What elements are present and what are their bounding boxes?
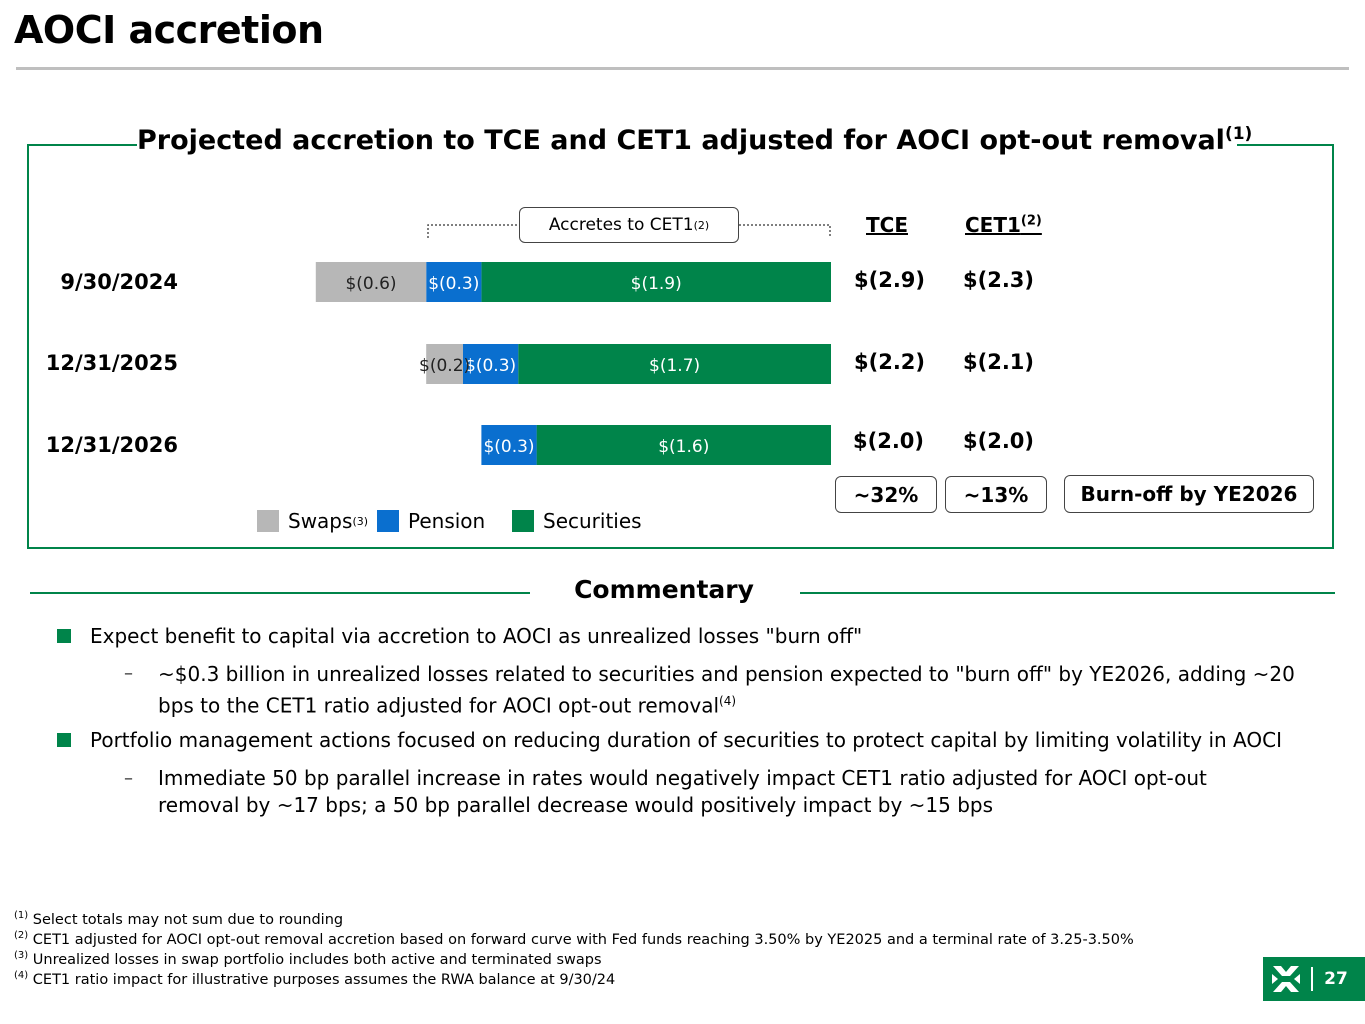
commentary-sub-bullet-1: ~$0.3 billion in unrealized losses relat… (158, 662, 1295, 718)
bullet-square-icon (57, 733, 71, 747)
page-title: AOCI accretion (14, 8, 324, 52)
page-badge (1263, 957, 1365, 1001)
tce-header: TCE (866, 213, 908, 237)
category-label: 12/31/2026 (45, 433, 178, 457)
footnote: (2) CET1 adjusted for AOCI opt-out remov… (14, 930, 1134, 948)
commentary-bullet-1: Expect benefit to capital via accretion … (90, 624, 863, 648)
category-label: 9/30/2024 (60, 270, 178, 294)
title-divider (16, 67, 1349, 70)
legend-securities: Securities (512, 509, 642, 533)
badge-divider (1311, 967, 1313, 991)
tce-total: $(2.0) (853, 429, 925, 453)
bar-segment-securities (481, 262, 831, 302)
tce-change-pill: ~32% (835, 476, 937, 513)
bar-data-label: $(1.9) (631, 274, 682, 294)
bar-data-label: $(0.3) (428, 274, 479, 294)
bullet-square-icon (57, 629, 71, 643)
burnoff-pill: Burn-off by YE2026 (1064, 475, 1314, 513)
legend-swatch (257, 510, 279, 532)
category-label: 12/31/2025 (45, 351, 178, 375)
bar-data-label: $(1.7) (649, 356, 700, 376)
tce-total: $(2.2) (854, 350, 926, 374)
citizens-logo-icon (1272, 966, 1300, 992)
bar-segment-pension (463, 344, 519, 384)
commentary-rule-left (30, 592, 530, 594)
legend-pension: Pension (377, 509, 485, 533)
bar-segment-swaps (315, 262, 427, 302)
bar-segment-securities (518, 344, 831, 384)
legend-swatch (377, 510, 399, 532)
bar-data-label: $(0.3) (465, 356, 516, 376)
commentary-title: Commentary (574, 575, 754, 604)
bar-data-label: $(0.6) (345, 274, 396, 294)
cet1-total: $(2.0) (963, 429, 1035, 453)
chart-title: Projected accretion to TCE and CET1 adju… (137, 124, 1253, 156)
bar-segment-pension (426, 262, 482, 302)
cet1-total: $(2.1) (963, 350, 1035, 374)
legend-swaps: Swaps (3) (257, 509, 368, 533)
commentary-sub-bullet-2: Immediate 50 bp parallel increase in rat… (158, 766, 1207, 817)
commentary-rule-right (800, 592, 1335, 594)
dash-marker: – (124, 663, 133, 684)
cet1-header: CET1(2) (965, 213, 1042, 237)
footnote: (3) Unrealized losses in swap portfolio … (14, 950, 602, 968)
commentary-bullet-2: Portfolio management actions focused on … (90, 728, 1282, 752)
cet1-total: $(2.3) (963, 268, 1035, 292)
bar-segment-pension (481, 425, 537, 465)
footnote: (4) CET1 ratio impact for illustrative p… (14, 970, 616, 988)
legend-swatch (512, 510, 534, 532)
bar-data-label: $(1.6) (658, 437, 709, 457)
bar-segment-swaps (426, 344, 463, 384)
page-number: 27 (1324, 969, 1348, 989)
bar-segment-securities (536, 425, 831, 465)
bar-data-label: $(0.3) (483, 437, 534, 457)
accretes-to-cet1-label: Accretes to CET1 (2) (519, 207, 739, 243)
accretes-bracket (427, 224, 831, 238)
bar-data-label: $(0.2) (419, 356, 470, 376)
dash-marker: – (124, 768, 133, 789)
cet1-change-pill: ~13% (945, 476, 1047, 513)
tce-total: $(2.9) (854, 268, 926, 292)
footnote: (1) Select totals may not sum due to rou… (14, 910, 344, 928)
